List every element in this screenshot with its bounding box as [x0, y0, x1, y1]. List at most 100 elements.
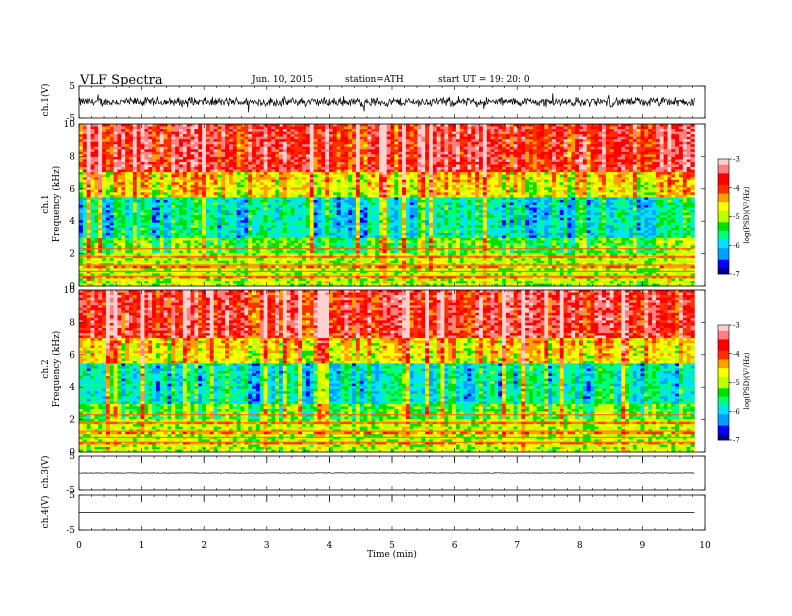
ch1-spectrogram-cell [360, 175, 364, 178]
ch1-spectrogram-cell [225, 192, 229, 195]
ch1-spectrogram-cell [448, 190, 452, 193]
ch1-spectrogram-cell [87, 170, 91, 173]
ch1-spectrogram-cell [360, 170, 364, 173]
ch1-spectrogram-cell [202, 177, 206, 180]
ch1-spectrogram-cell [137, 170, 141, 173]
ch1-spectrogram-cell [129, 132, 133, 135]
ch1-spectrogram-cell [191, 157, 195, 160]
ch1-spectrogram-cell [321, 175, 325, 178]
ch1-spectrogram-cell [321, 187, 325, 190]
ch1-spectrogram-cell [117, 177, 121, 180]
ch1-spectrogram-cell [283, 170, 287, 173]
ch1-spectrogram-cell [217, 195, 221, 198]
ch1-spectrogram-cell [306, 137, 310, 140]
ch1-spectrogram-cell [341, 149, 345, 152]
ch1-spectrogram-cell [475, 190, 479, 193]
ch1-spectrogram-cell [479, 162, 483, 165]
ch1-spectrogram-cell [648, 180, 652, 183]
ch1-spectrogram-cell [667, 129, 671, 132]
ch1-spectrogram-cell [294, 185, 298, 188]
ch1-spectrogram-cell [171, 190, 175, 193]
ch1-spectrogram-cell [475, 149, 479, 152]
ch1-spectrogram-cell [610, 154, 614, 157]
ch1-spectrogram-cell [314, 192, 318, 195]
ch1-spectrogram-cell [406, 170, 410, 173]
start-time-label: start UT = 19: 20: 0 [438, 75, 530, 85]
ch1-spectrogram-cell [448, 172, 452, 175]
ch1-spectrogram-cell [167, 185, 171, 188]
ch1-spectrogram-cell [544, 149, 548, 152]
ch1-spectrogram-cell [164, 134, 168, 137]
ch1-spectrogram-cell [410, 134, 414, 137]
ch1-spectrogram-cell [106, 187, 110, 190]
ch1-spectrogram-cell [98, 134, 102, 137]
ch1-spectrogram-cell [198, 162, 202, 165]
ch1-spectrogram-cell [487, 180, 491, 183]
ch1-spectrogram-cell [252, 200, 256, 203]
ch1-spectrogram-cell [106, 144, 110, 147]
ch1-spectrogram-cell [491, 165, 495, 168]
ch1-spectrogram-cell [552, 167, 556, 170]
ch1-spectrogram-cell [310, 185, 314, 188]
ch1-spectrogram-cell [337, 157, 341, 160]
ch1-spectrogram-cell [598, 187, 602, 190]
ch1-spectrogram-cell [583, 187, 587, 190]
ch1-spectrogram-cell [506, 127, 510, 130]
ch1-spectrogram-cell [525, 195, 529, 198]
ch1-spectrogram-cell [587, 192, 591, 195]
ch1-spectrogram-cell [241, 175, 245, 178]
ch1-spectrogram-cell [164, 192, 168, 195]
ch1-spectrogram-cell [494, 180, 498, 183]
ch1-spectrogram-cell [591, 172, 595, 175]
ch1-spectrogram-cell [352, 167, 356, 170]
ch1-spectrogram-cell [471, 165, 475, 168]
ch1-spectrogram-cell [375, 132, 379, 135]
ch1-spectrogram-cell [641, 139, 645, 142]
ch1-spectrogram-cell [87, 132, 91, 135]
ch1-spectrogram-cell [475, 197, 479, 200]
ch1-spectrogram-cell [364, 154, 368, 157]
ch1-spectrogram-cell [625, 154, 629, 157]
ch1-spectrogram-cell [171, 132, 175, 135]
ch1-spectrogram-cell [491, 139, 495, 142]
ch1-spectrogram-cell [671, 180, 675, 183]
ch1-spectrogram-cell [217, 172, 221, 175]
ch1-spectrogram-cell [364, 142, 368, 145]
ch1-spectrogram-cell [291, 149, 295, 152]
ch1-spectrogram-cell [167, 192, 171, 195]
ch1-spectrogram-cell [541, 129, 545, 132]
ch1-spectrogram-cell [233, 172, 237, 175]
ch1-spectrogram-cell [387, 139, 391, 142]
ch1-spectrogram-cell [671, 170, 675, 173]
ch1-spectrogram-cell [391, 192, 395, 195]
ch1-spectrogram-cell [229, 185, 233, 188]
ch1-spectrogram-cell [648, 132, 652, 135]
ch1-spectrogram-cell [637, 129, 641, 132]
ch1-spectrogram-cell [510, 195, 514, 198]
ch1-spectrogram-cell [317, 159, 321, 162]
ch1-spectrogram-cell [610, 134, 614, 137]
ch1-spectrogram-cell [679, 159, 683, 162]
ch1-spectrogram-cell [233, 200, 237, 203]
ch1-spectrogram-cell [148, 134, 152, 137]
ch1-spectrogram-cell [91, 170, 95, 173]
ch1-spectrogram-cell [306, 180, 310, 183]
ch1-spectrogram-cell [367, 144, 371, 147]
ch1-spectrogram-cell [502, 157, 506, 160]
ch1-spectrogram-cell [521, 144, 525, 147]
ch1-spectrogram-cell [191, 149, 195, 152]
ch1-spectrogram-cell [617, 197, 621, 200]
ch1-spectrogram-cell [144, 195, 148, 198]
ch1-spectrogram-cell [133, 170, 137, 173]
ch1-spectrogram-cell [233, 152, 237, 155]
ch1-spectrogram-cell [498, 134, 502, 137]
ch1-spectrogram-cell [494, 132, 498, 135]
ch1-spectrogram-cell [371, 132, 375, 135]
ch1-spectrogram-cell [302, 147, 306, 150]
ch1-spectrogram-cell [591, 139, 595, 142]
ch1-spectrogram-cell [356, 192, 360, 195]
ch1-spectrogram-cell [325, 147, 329, 150]
ch1-spectrogram-cell [141, 192, 145, 195]
ch1-spectrogram-cell [337, 177, 341, 180]
ch1-spectrogram-cell [487, 190, 491, 193]
